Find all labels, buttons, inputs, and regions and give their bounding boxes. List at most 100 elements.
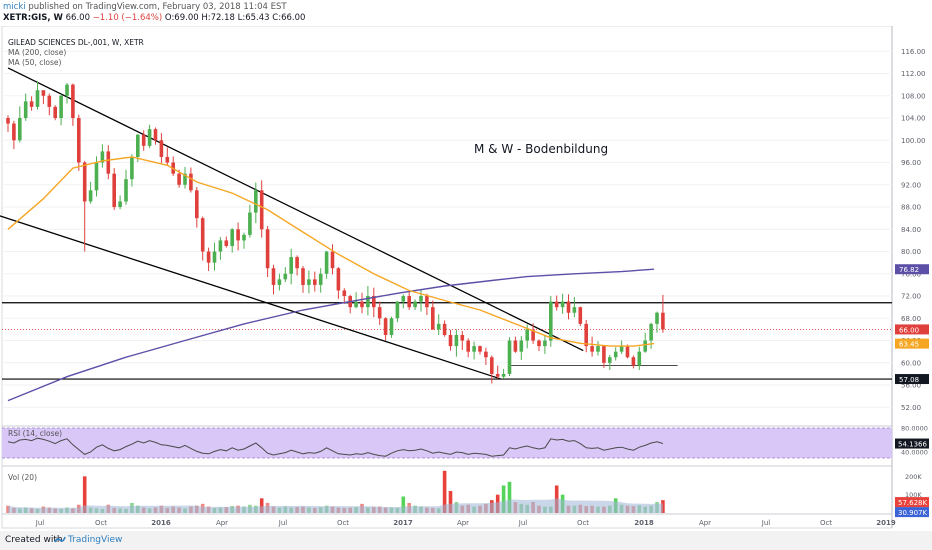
footer: Created with TradingView xyxy=(0,531,932,550)
candle xyxy=(484,347,488,366)
candle xyxy=(6,115,10,132)
trend-line xyxy=(7,67,584,352)
candle xyxy=(271,264,276,295)
candle xyxy=(106,145,111,180)
candle xyxy=(466,338,470,358)
price-tick-label: 68.00 xyxy=(901,315,921,323)
candle xyxy=(200,216,205,261)
candle xyxy=(448,329,453,351)
author-link[interactable]: micki xyxy=(3,2,26,12)
volume-tick-label: 200K xyxy=(905,473,922,481)
price-label-text: 57.08 xyxy=(899,376,919,384)
volume-bar xyxy=(82,476,87,513)
rsi-tick-label: 80.0000 xyxy=(901,425,928,433)
price-tick-label: 96.00 xyxy=(901,159,921,167)
candle xyxy=(77,114,81,171)
candle xyxy=(372,287,376,318)
candle xyxy=(153,127,158,145)
candle xyxy=(413,299,417,310)
time-tick-label: Oct xyxy=(337,519,349,527)
price-tick-label: 56.00 xyxy=(901,382,921,390)
time-tick-label: Jul xyxy=(278,519,288,527)
candle xyxy=(324,250,329,279)
candle xyxy=(18,106,22,143)
candle xyxy=(637,346,642,371)
price-tick-label: 76.00 xyxy=(901,270,921,278)
candle xyxy=(602,345,606,368)
candle xyxy=(366,286,370,316)
last-price: 66.00 xyxy=(65,13,90,23)
time-tick-label: Apr xyxy=(216,519,228,527)
rsi-band xyxy=(2,428,892,458)
time-axis: Jul Oct 2016 Apr Jul Oct 2017 Apr Jul Oct 2018 Apr J… xyxy=(35,519,896,527)
volume-pane: Vol (20) xyxy=(6,470,665,513)
volume-bar xyxy=(6,505,10,513)
price-chart[interactable]: 116.00 112.00 108.00 104.00 100.00 96.00 92.00… xyxy=(0,26,932,531)
candle xyxy=(218,237,223,260)
price-tick-label: 92.00 xyxy=(901,181,921,189)
price-pane xyxy=(0,67,892,402)
ohlc-values: O:69.00 H:72.18 L:65.43 C:66.00 xyxy=(164,13,306,23)
candle xyxy=(472,341,476,360)
candle xyxy=(112,168,116,210)
time-tick-label: Jul xyxy=(518,519,528,527)
volume-last-tag: 57.628K xyxy=(895,497,929,508)
legend-title: GILEAD SCIENCES DL-,001, W, XETR xyxy=(8,38,144,47)
time-tick-label: 2018 xyxy=(634,519,654,527)
candle xyxy=(35,81,40,110)
candle xyxy=(608,355,612,371)
candle xyxy=(277,273,282,291)
candle xyxy=(554,295,559,311)
candle xyxy=(442,320,447,337)
volume-tick-label: 100K xyxy=(905,491,922,499)
candle xyxy=(507,337,512,377)
price-tick-label: 100.00 xyxy=(901,137,926,145)
candle xyxy=(513,336,518,353)
candle xyxy=(53,105,57,121)
candle xyxy=(224,236,229,248)
publish-text: published on TradingView.com, February 0… xyxy=(28,2,287,12)
volume-bar xyxy=(442,470,447,513)
candle xyxy=(254,182,258,224)
price-tick-label: 72.00 xyxy=(901,293,921,301)
candle xyxy=(490,355,494,384)
quote-line: XETR:GIS, W 66.00 −1.10 (−1.64%) O:69.00… xyxy=(3,13,305,23)
candle xyxy=(454,329,459,357)
time-tick-label: Jul xyxy=(35,519,45,527)
ma50-line xyxy=(7,156,655,347)
candle xyxy=(289,248,293,285)
tradingview-logo-icon xyxy=(54,536,66,543)
candle xyxy=(389,316,394,338)
candle xyxy=(519,336,524,361)
candle xyxy=(88,181,93,204)
candle xyxy=(183,166,187,189)
volume-bar xyxy=(507,481,512,513)
time-tick-label: 2019 xyxy=(876,519,896,527)
candle xyxy=(130,154,134,187)
candle xyxy=(560,293,565,314)
candle xyxy=(100,144,105,168)
candle xyxy=(118,195,122,210)
candle xyxy=(584,319,588,353)
price-label-tag: 63.45 xyxy=(895,338,929,349)
candle xyxy=(47,93,52,116)
candle xyxy=(425,293,429,315)
volume-last-tag: 30.907K xyxy=(895,507,929,518)
price-label-text: 66.00 xyxy=(899,326,919,334)
candle xyxy=(336,267,341,299)
tradingview-brand[interactable]: TradingView xyxy=(68,535,123,545)
candle xyxy=(206,247,211,272)
candle xyxy=(136,134,140,162)
ma200-line xyxy=(7,268,655,402)
candle xyxy=(383,317,388,341)
volume-bar xyxy=(448,491,453,513)
candle xyxy=(613,347,618,361)
candle xyxy=(230,228,234,253)
candle xyxy=(360,292,364,314)
time-tick-label: Oct xyxy=(820,519,832,527)
created-with-text: Created with xyxy=(5,535,63,545)
candle xyxy=(71,83,75,126)
candle xyxy=(495,365,500,379)
candle xyxy=(572,297,577,318)
